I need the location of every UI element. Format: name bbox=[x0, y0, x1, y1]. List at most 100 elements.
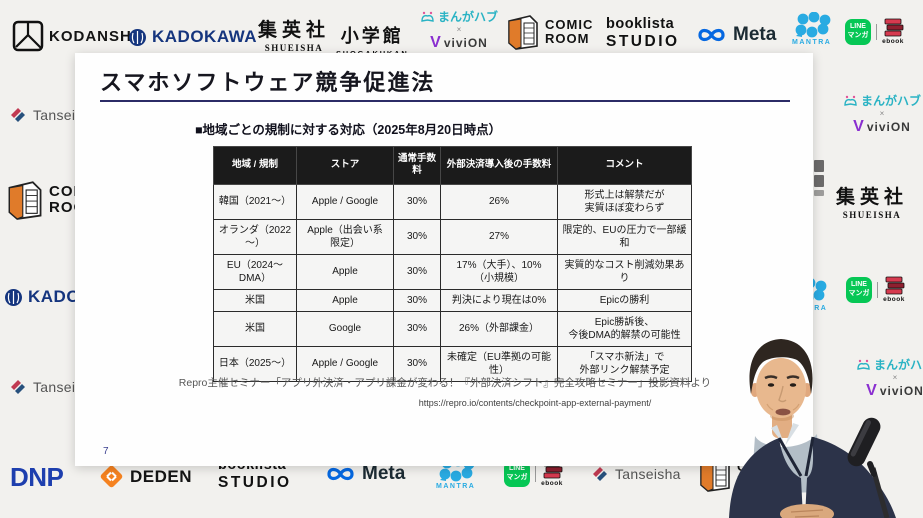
comic-room-box-icon bbox=[508, 15, 538, 50]
mangahub-book-icon bbox=[421, 11, 434, 22]
table-cell: Epicの勝利 bbox=[557, 288, 692, 312]
vivion-wordmark: viviON bbox=[866, 120, 911, 134]
mantra-wordmark: MANTRA bbox=[792, 39, 832, 46]
line-manga-wordmark: マンガ bbox=[848, 289, 870, 297]
table-row: 米国 Apple 30% 判決により現在は0% Epicの勝利 bbox=[213, 288, 692, 312]
table-cell: 米国 bbox=[213, 310, 297, 347]
ebook-wordmark: ebook bbox=[541, 480, 563, 487]
fragment-glyph bbox=[814, 175, 824, 187]
meta-wordmark: Meta bbox=[733, 24, 777, 45]
vivion-v-icon: V bbox=[853, 118, 864, 135]
source-url: https://repro.io/contents/checkpoint-app… bbox=[418, 398, 652, 408]
dnp-wordmark: DNP bbox=[10, 462, 64, 492]
deden-mark-icon bbox=[100, 465, 123, 488]
kadokawa-wordmark: KADOKAWA bbox=[152, 27, 258, 46]
shueisha-wordmark: 集英社 bbox=[258, 20, 331, 41]
kodansha-wordmark: KODANSHA bbox=[49, 27, 144, 45]
tanseisha-mark-icon bbox=[11, 108, 25, 122]
line-manga-wordmark: マンガ bbox=[506, 473, 528, 481]
mangahub-cross: × bbox=[879, 109, 885, 118]
table-cell: Apple bbox=[296, 288, 394, 312]
mangahub-book-icon bbox=[857, 359, 870, 370]
tanseisha-wordmark: Tanseisha bbox=[615, 466, 681, 482]
line-manga-wordmark: マンガ bbox=[847, 31, 869, 39]
table-header-cell: 地域 / 規制 bbox=[213, 146, 297, 185]
comic-room-wordmark-line2: ROOM bbox=[545, 31, 590, 46]
table-cell: 17%（大手）、10% （小規模） bbox=[440, 253, 558, 290]
regulation-table: 地域 / 規制 ストア 通常手数料 外部決済導入後の手数料 コメント 韓国（2021～）… bbox=[213, 146, 692, 382]
table-cell: EU（2024～ DMA） bbox=[213, 253, 297, 290]
deden-wordmark: DEDEN bbox=[130, 466, 193, 486]
table-cell: 30% bbox=[393, 345, 441, 382]
meta-infinity-icon bbox=[327, 467, 354, 481]
slide-subheading: ■地域ごとの規制に対する対応（2025年8月20日時点） bbox=[195, 123, 502, 137]
table-cell: 26%（外部課金） bbox=[440, 310, 558, 347]
title-underline bbox=[100, 100, 790, 102]
table-row: 米国 Google 30% 26%（外部課金） Epic勝訴後、 今後DMA的解禁の可能… bbox=[213, 310, 692, 347]
tanseisha-mark-icon bbox=[11, 380, 25, 394]
mangahub-wordmark: まんがハブ bbox=[874, 358, 923, 372]
mangahub-wordmark: まんがハブ bbox=[861, 94, 922, 108]
table-row: オランダ（2022 ～） Apple（出会い系 限定） 30% 27% 限定的、EUの圧… bbox=[213, 218, 692, 255]
line-wordmark: LINE bbox=[850, 23, 866, 31]
table-cell: 「スマホ新法」で 外部リンク解禁予定 bbox=[557, 345, 692, 382]
table-cell: 30% bbox=[393, 218, 441, 255]
table-cell: Apple / Google bbox=[296, 345, 394, 382]
ebook-books-icon bbox=[884, 18, 904, 37]
mantra-dots-icon bbox=[795, 12, 831, 38]
logo-shueisha: 集英社 SHUEISHA bbox=[258, 15, 330, 53]
table-header-cell: コメント bbox=[557, 146, 692, 185]
logo-mangahub-vivion-backdrop: まんがハブ × V viviON bbox=[856, 356, 923, 399]
line-manga-badge-icon: LINE マンガ bbox=[845, 18, 871, 45]
shogakukan-wordmark: 小学館 bbox=[340, 26, 404, 46]
divider bbox=[876, 23, 877, 40]
microphone-icon bbox=[847, 417, 890, 518]
regulation-table-head-row: 地域 / 規制 ストア 通常手数料 外部決済導入後の手数料 コメント bbox=[213, 146, 692, 185]
table-cell: Apple / Google bbox=[296, 183, 394, 220]
logo-mangahub-vivion: まんがハブ × V viviON bbox=[420, 8, 498, 51]
logo-comic-room: COMIC ROOM bbox=[506, 14, 593, 50]
kodansha-mark-icon bbox=[12, 20, 44, 52]
source-caption: Repro主催セミナー「アプリ外決済・アプリ課金が変わる！『外部決済シフト』完全… bbox=[178, 377, 712, 389]
table-header-cell: ストア bbox=[296, 146, 394, 185]
table-cell: 30% bbox=[393, 253, 441, 290]
meta-infinity-icon bbox=[698, 28, 725, 42]
vivion-v-icon: V bbox=[866, 382, 877, 399]
table-row: 韓国（2021～） Apple / Google 30% 26% 形式上は解禁だが 実質… bbox=[213, 183, 692, 220]
table-cell: 30% bbox=[393, 288, 441, 312]
table-cell: Apple bbox=[296, 253, 394, 290]
comic-room-wordmark-line1: COMIC bbox=[545, 17, 594, 33]
mangahub-cross: × bbox=[892, 373, 898, 382]
table-cell: 日本（2025～） bbox=[213, 345, 297, 382]
table-cell: 形式上は解禁だが 実質ほぼ変わらず bbox=[557, 183, 692, 220]
clipped-logo-fragment bbox=[814, 160, 824, 196]
table-cell: オランダ（2022 ～） bbox=[213, 218, 297, 255]
divider bbox=[535, 465, 536, 482]
table-header-cell: 通常手数料 bbox=[393, 146, 441, 185]
ebook-wordmark: ebook bbox=[883, 296, 905, 303]
fragment-glyph bbox=[814, 190, 824, 196]
table-cell: 30% bbox=[393, 183, 441, 220]
table-header-cell: 外部決済導入後の手数料 bbox=[440, 146, 558, 185]
table-row: EU（2024～ DMA） Apple 30% 17%（大手）、10% （小規模） 実質… bbox=[213, 253, 692, 290]
booklista-studio-wordmark: STUDIO bbox=[218, 473, 292, 491]
regulation-table-body: 韓国（2021～） Apple / Google 30% 26% 形式上は解禁だが 実質… bbox=[213, 183, 692, 382]
logo-deden: DEDEN bbox=[98, 463, 192, 490]
line-manga-badge-icon: LINE マンガ bbox=[846, 276, 872, 303]
vivion-v-icon: V bbox=[430, 34, 441, 51]
mangahub-cross: × bbox=[456, 25, 462, 34]
kadokawa-emblem-icon bbox=[5, 288, 22, 306]
table-cell: Apple（出会い系 限定） bbox=[296, 218, 394, 255]
line-wordmark: LINE bbox=[509, 465, 525, 473]
fragment-glyph bbox=[814, 160, 824, 172]
ebook-wordmark: ebook bbox=[882, 38, 904, 45]
table-cell: 未確定（EU準拠の可能 性） bbox=[440, 345, 558, 382]
table-cell: 30% bbox=[393, 310, 441, 347]
shueisha-wordmark: 集英社 bbox=[836, 187, 909, 208]
shueisha-subtext: SHUEISHA bbox=[264, 43, 324, 53]
table-row: 日本（2025～） Apple / Google 30% 未確定（EU準拠の可能 性）… bbox=[213, 345, 692, 382]
comic-room-box-icon bbox=[8, 181, 42, 220]
logo-meta: Meta bbox=[696, 24, 776, 46]
table-cell: 判決により現在は0% bbox=[440, 288, 558, 312]
booklista-studio-wordmark: STUDIO bbox=[606, 32, 680, 50]
